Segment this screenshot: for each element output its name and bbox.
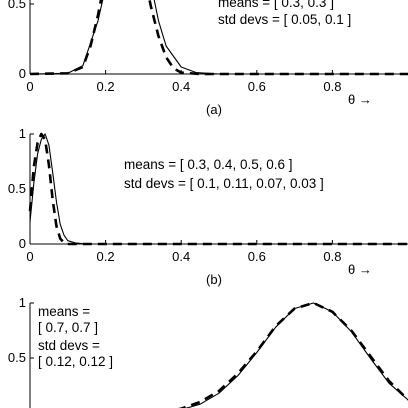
annotation-line-2: std devs = [ 0.05, 0.1 ]	[218, 12, 351, 27]
x-tick-label: 0.6	[248, 79, 266, 94]
annotation-line-4: [ 0.12, 0.12 ]	[38, 354, 113, 369]
x-tick-label: 0.2	[97, 79, 115, 94]
x-tick-label: 0.2	[97, 249, 115, 264]
solid-series-line	[185, 302, 408, 408]
dashed-series-line	[28, 132, 408, 246]
annotation-line-1: means =	[38, 304, 90, 319]
y-tick-label: 0	[19, 66, 26, 81]
x-axis-label: θ →	[348, 262, 372, 277]
panel-c: means = [ 0.7, 0.7 ] std devs = [ 0.12, …	[8, 295, 408, 408]
x-tick-label: 0.6	[248, 249, 266, 264]
x-tick-label: 0	[26, 249, 33, 264]
y-tick-label: 0	[19, 236, 26, 251]
panel-caption: (b)	[206, 272, 222, 287]
y-tick-label: 1	[19, 295, 26, 310]
x-tick-label: 0.8	[323, 79, 341, 94]
dashed-series-line	[178, 301, 408, 408]
annotation-line-3: std devs =	[38, 338, 100, 353]
x-axis-label: θ →	[348, 92, 372, 107]
annotation-line-2: std devs = [ 0.1, 0.11, 0.07, 0.03 ]	[124, 176, 324, 191]
annotation-box	[32, 298, 132, 370]
annotation-line-1: means = [ 0.3, 0.3 ]	[218, 0, 334, 10]
y-tick-label: 0.5	[8, 0, 26, 11]
panel-a: means = [ 0.3, 0.3 ] std devs = [ 0.05, …	[8, 0, 408, 117]
y-tick-label: 0.5	[8, 181, 26, 196]
y-tick-label: 0.5	[8, 350, 26, 365]
annotation-line-2: [ 0.7, 0.7 ]	[38, 320, 98, 335]
x-tick-label: 0	[26, 79, 33, 94]
panel-caption: (a)	[206, 102, 222, 117]
panel-b: means = [ 0.3, 0.4, 0.5, 0.6 ] std devs …	[8, 126, 408, 287]
annotation-line-1: means = [ 0.3, 0.4, 0.5, 0.6 ]	[124, 157, 292, 172]
x-tick-label: 0.8	[323, 249, 341, 264]
y-tick-label: 1	[19, 126, 26, 141]
x-tick-label: 0.4	[172, 79, 190, 94]
x-tick-label: 0.4	[172, 249, 190, 264]
